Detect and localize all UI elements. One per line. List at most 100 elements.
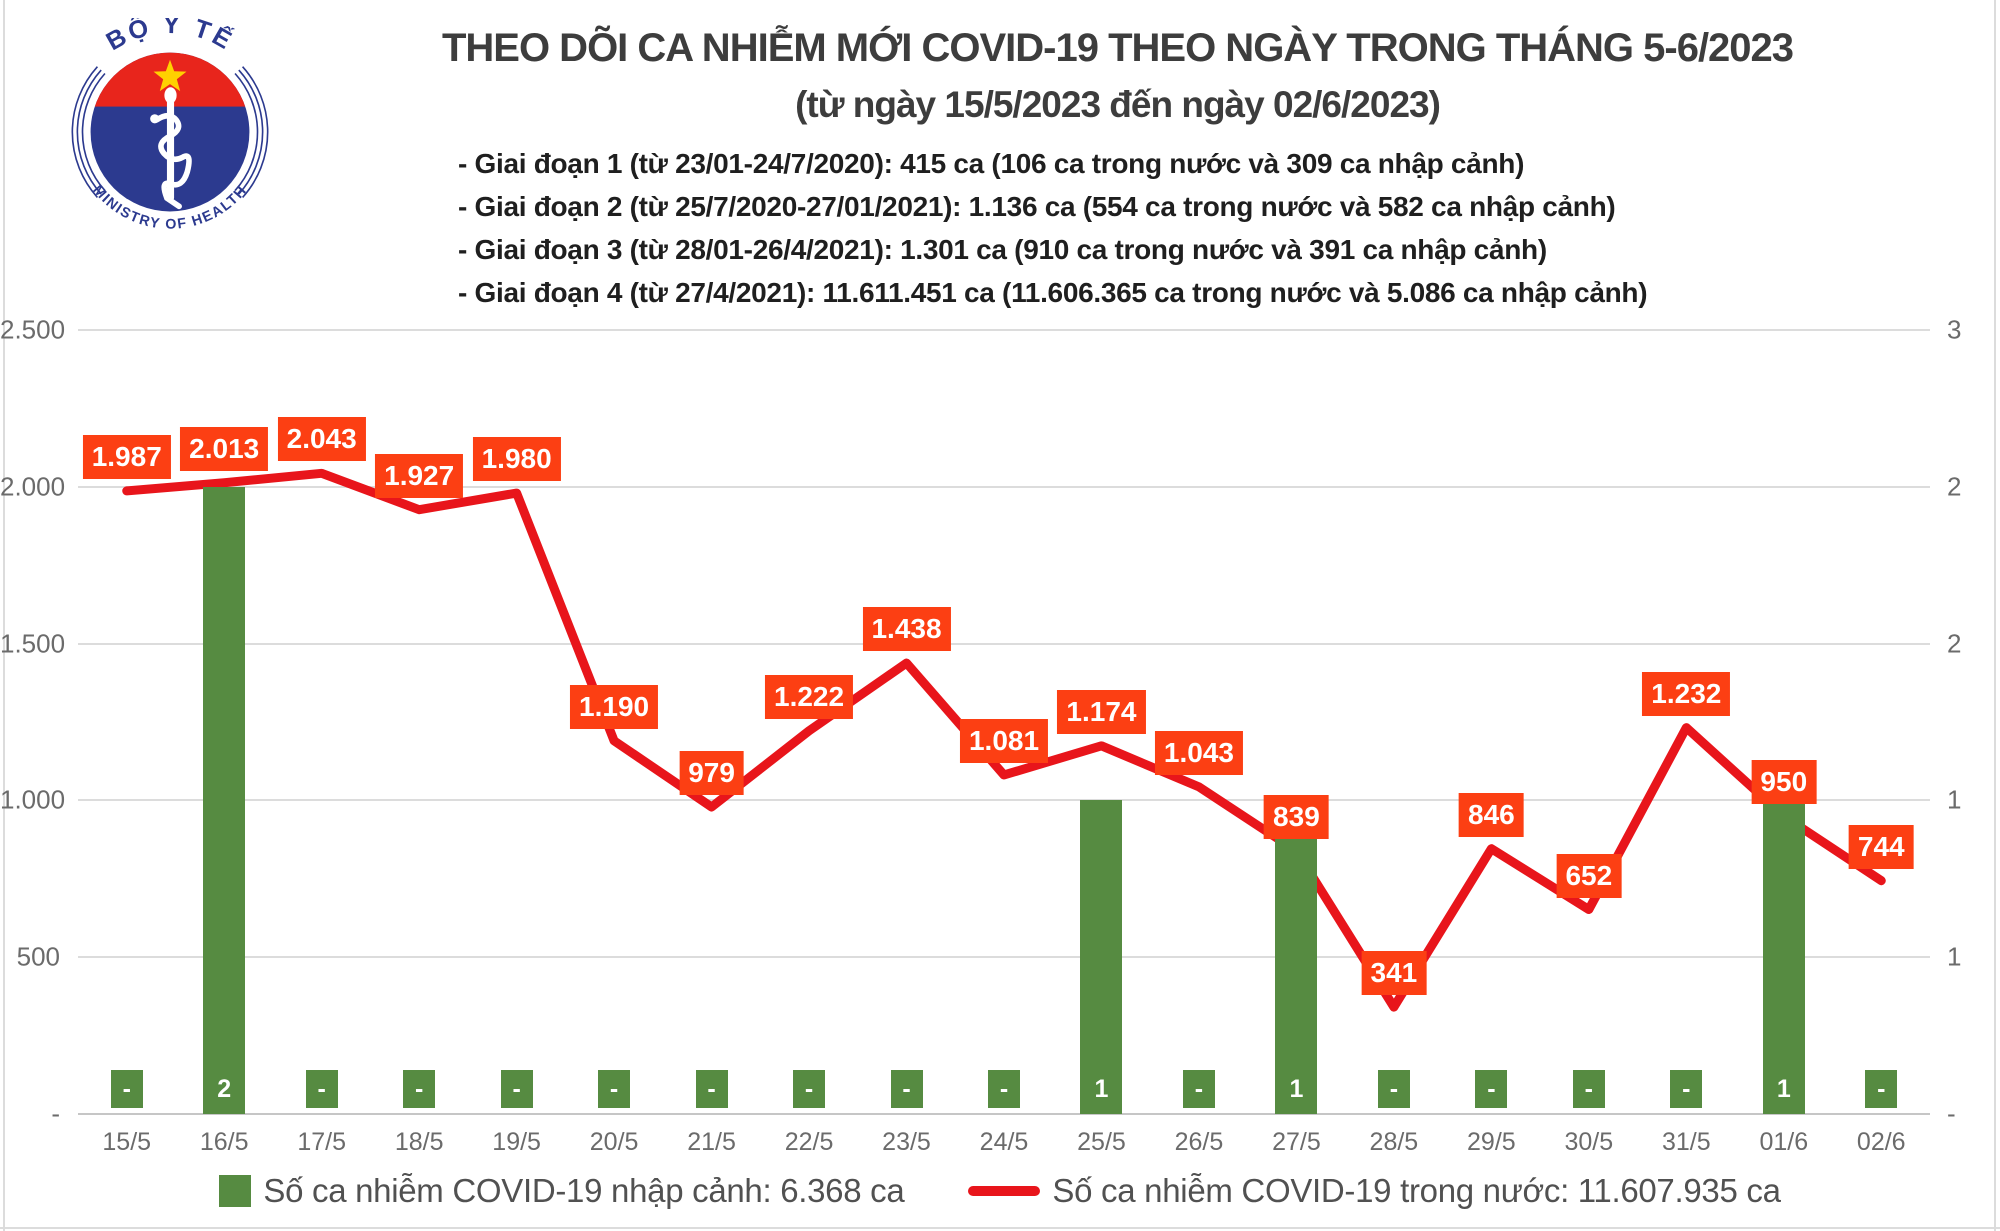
logo-asclepius-icon	[150, 87, 192, 210]
line-data-label: 1.174	[1057, 689, 1146, 734]
bar-base-label: -	[110, 1070, 143, 1108]
imported-cases-bar	[1275, 800, 1318, 1114]
phase-note-line: - Giai đoạn 3 (từ 28/01-26/4/2021): 1.30…	[458, 234, 1547, 265]
chart-legend: Số ca nhiễm COVID-19 nhập cảnh: 6.368 ca…	[0, 1172, 2000, 1210]
bar-base-label: -	[1670, 1070, 1703, 1108]
line-data-label: 1.987	[82, 434, 171, 479]
bar-base-label: -	[1377, 1070, 1410, 1108]
phase-note-line: - Giai đoạn 4 (từ 27/4/2021): 11.611.451…	[458, 277, 1648, 308]
bar-base-label: 2	[208, 1070, 241, 1108]
x-axis-label: 15/5	[102, 1128, 152, 1156]
bar-base-label: 1	[1280, 1070, 1313, 1108]
y-axis-label-left: 1.500	[0, 628, 66, 659]
y-axis-label-right: 2	[1947, 471, 1962, 502]
line-data-label: 1.043	[1154, 730, 1243, 775]
x-axis-label: 17/5	[297, 1128, 347, 1156]
logo-side-arcs	[71, 66, 269, 198]
phase-note-line: - Giai đoạn 1 (từ 23/01-24/7/2020): 415 …	[458, 148, 1525, 179]
phase-note-line: - Giai đoạn 2 (từ 25/7/2020-27/01/2021):…	[458, 191, 1616, 222]
y-axis-label-left: 500	[16, 941, 60, 972]
x-axis-label: 20/5	[589, 1128, 639, 1156]
imported-cases-bar	[203, 486, 246, 1114]
x-axis-label: 24/5	[979, 1128, 1029, 1156]
line-data-label: 1.232	[1642, 671, 1731, 716]
line-data-label: 839	[1264, 794, 1329, 839]
domestic-cases-line	[122, 468, 1886, 1012]
bar-base-label: -	[1182, 1070, 1215, 1108]
gridline	[78, 956, 1930, 959]
bar-base-label: -	[305, 1070, 338, 1108]
gridline	[78, 485, 1930, 488]
bar-base-label: 1	[1085, 1070, 1118, 1108]
y-axis-label-right: -	[1947, 1098, 1956, 1129]
bar-base-label: -	[793, 1070, 826, 1108]
x-axis-label: 16/5	[199, 1128, 249, 1156]
phase-notes: - Giai đoạn 1 (từ 23/01-24/7/2020): 415 …	[458, 142, 1648, 314]
line-data-label: 979	[679, 750, 744, 795]
imported-cases-bar	[1080, 800, 1123, 1114]
y-axis-label-right: 1	[1947, 941, 1962, 972]
legend-label-imported: Số ca nhiễm COVID-19 nhập cảnh: 6.368 ca	[263, 1172, 905, 1209]
gridline	[78, 642, 1930, 645]
line-data-label: 1.081	[959, 718, 1049, 763]
line-data-label: 652	[1556, 853, 1622, 898]
y-axis-label-right: 1	[1947, 784, 1962, 815]
bar-base-label: -	[598, 1070, 631, 1108]
chart-subtitle: (từ ngày 15/5/2023 đến ngày 02/6/2023)	[795, 84, 1441, 125]
x-axis-label: 26/5	[1174, 1128, 1224, 1156]
y-axis-label-right: 3	[1947, 314, 1962, 345]
legend-item-imported: Số ca nhiễm COVID-19 nhập cảnh: 6.368 ca	[219, 1172, 905, 1210]
line-data-label: 846	[1459, 792, 1524, 837]
x-axis-label: 01/6	[1759, 1128, 1809, 1156]
line-series-swatch-icon	[968, 1186, 1041, 1196]
bar-base-label: -	[500, 1070, 533, 1108]
bar-series-swatch-icon	[219, 1175, 252, 1207]
y-axis-label-left: 2.500	[0, 314, 66, 345]
y-axis-label-left: -	[51, 1098, 60, 1129]
bar-base-label: -	[695, 1070, 728, 1108]
bar-base-label: 1	[1767, 1070, 1800, 1108]
y-axis-label-left: 1.000	[0, 784, 66, 815]
bar-base-label: -	[1475, 1070, 1508, 1108]
logo-star-icon	[153, 59, 187, 92]
x-axis-label: 02/6	[1856, 1128, 1906, 1156]
y-axis-label-left: 2.000	[0, 471, 66, 502]
x-axis-label: 30/5	[1564, 1128, 1614, 1156]
line-data-label: 950	[1751, 760, 1817, 805]
x-axis-label: 19/5	[492, 1128, 541, 1156]
bar-base-label: -	[1865, 1070, 1898, 1108]
x-axis-label: 31/5	[1661, 1128, 1711, 1156]
bar-base-label: -	[890, 1070, 923, 1108]
line-data-label: 2.043	[277, 417, 366, 462]
legend-label-domestic: Số ca nhiễm COVID-19 trong nước: 11.607.…	[1052, 1172, 1781, 1209]
gridline	[78, 329, 1930, 331]
x-axis-label: 27/5	[1272, 1128, 1321, 1156]
x-axis-label: 28/5	[1369, 1128, 1419, 1156]
gridline	[78, 799, 1930, 802]
x-axis-label: 18/5	[394, 1128, 444, 1156]
line-data-label: 744	[1848, 824, 1914, 869]
line-data-label: 1.927	[375, 453, 464, 498]
x-axis-label: 29/5	[1467, 1128, 1516, 1156]
bar-base-label: -	[988, 1070, 1020, 1108]
bar-base-label: -	[403, 1070, 436, 1108]
frame-right-line	[1994, 0, 1996, 1231]
x-axis-label: 21/5	[687, 1128, 736, 1156]
y-axis-label-right: 2	[1947, 628, 1962, 659]
imported-cases-bar	[1762, 800, 1805, 1114]
line-data-label: 1.222	[765, 674, 854, 719]
x-axis-label: 25/5	[1077, 1128, 1126, 1156]
ministry-of-health-logo: BỘ Y TẾ MINISTRY OF HEALTH	[71, 18, 269, 233]
frame-bottom-line	[0, 1227, 2000, 1229]
x-axis-label: 23/5	[882, 1128, 931, 1156]
gridline	[78, 1113, 1930, 1115]
line-data-label: 2.013	[180, 426, 269, 471]
chart-title: THEO DÕI CA NHIỄM MỚI COVID-19 THEO NGÀY…	[441, 26, 1794, 70]
logo-top-text: BỘ Y TẾ	[102, 18, 239, 56]
chart-header: THEO DÕI CA NHIỄM MỚI COVID-19 THEO NGÀY…	[235, 22, 2000, 130]
frame-left-line	[3, 0, 5, 1231]
x-axis-label: 22/5	[784, 1128, 834, 1156]
line-data-label: 1.190	[570, 684, 659, 729]
bar-base-label: -	[1572, 1070, 1605, 1108]
